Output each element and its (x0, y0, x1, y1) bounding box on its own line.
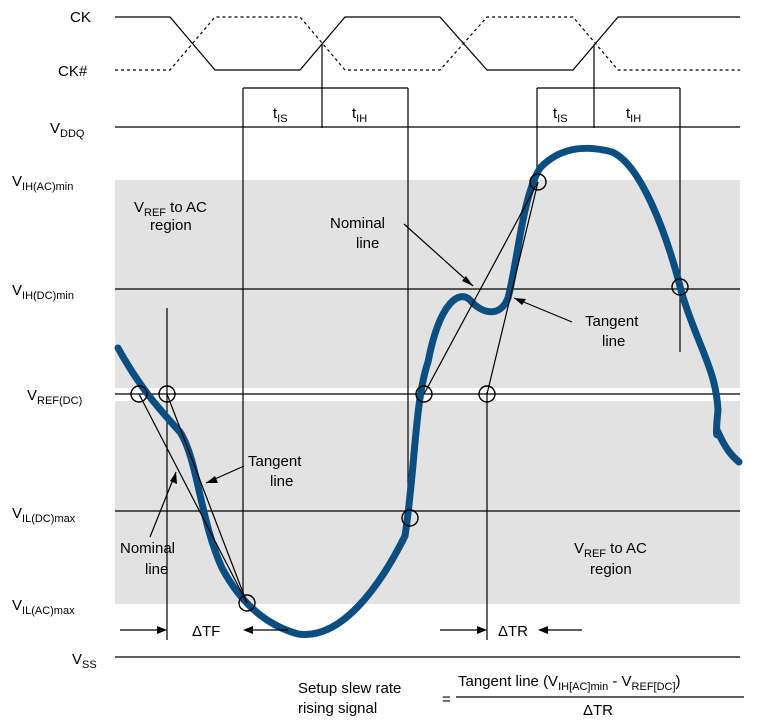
delta-tr-label: ΔTR (498, 623, 528, 640)
point-marker (529, 173, 547, 191)
vddq-label: VDDQ (50, 120, 85, 140)
tangent-lower-label-2: line (270, 473, 293, 490)
formula-lhs-line2: rising signal (298, 700, 377, 717)
arrowhead (243, 626, 253, 634)
delta-tf-label: ΔTF (192, 623, 220, 640)
vss-label: VSS (72, 651, 97, 671)
leader-nominal-lower (149, 471, 177, 538)
formula-equals: = (442, 691, 451, 708)
nominal-line-rising (423, 181, 539, 395)
region-lower-label: VREF to AC (574, 540, 647, 560)
tih-label-1: tIH (352, 105, 367, 125)
point-marker (478, 385, 496, 403)
nominal-upper-label-2: line (356, 235, 379, 252)
point-marker (238, 594, 256, 612)
vref-label: VREF(DC) (27, 387, 82, 407)
arrowhead (477, 626, 487, 634)
ck-bar-label: CK# (58, 63, 88, 80)
vref-to-ac-region-lower (115, 401, 740, 604)
arrowhead (157, 626, 167, 634)
point-marker (671, 278, 689, 296)
input-signal-waveform (114, 144, 743, 638)
vil-ac-label: VIL(AC)max (12, 597, 75, 617)
region-lower-label-2: region (590, 561, 632, 578)
point-marker (415, 385, 433, 403)
tis-label-2: tIS (553, 105, 568, 125)
nominal-lower-label: Nominal (120, 540, 175, 557)
arrowhead (514, 298, 526, 305)
ck-label: CK (70, 9, 91, 26)
arrowhead (462, 276, 473, 286)
region-upper-label-2: region (150, 217, 192, 234)
vil-dc-label: VIL(DC)max (12, 505, 76, 525)
formula-numerator: Tangent line (VIH[AC]min - VREF[DC]) (458, 673, 681, 693)
tangent-upper-label-2: line (602, 333, 625, 350)
formula-lhs-line1: Setup slew rate (298, 680, 401, 697)
tis-label-1: tIS (273, 105, 288, 125)
leader-nominal-upper (403, 223, 474, 287)
vih-ac-label: VIH(AC)min (12, 173, 73, 193)
point-marker (158, 385, 176, 403)
formula-denominator: ΔTR (583, 702, 613, 719)
tangent-lower-label: Tangent (248, 453, 302, 470)
nominal-upper-label: Nominal (330, 215, 385, 232)
arrowhead (538, 626, 548, 634)
nominal-line-falling (138, 393, 248, 604)
vih-dc-label: VIH(DC)min (12, 282, 74, 302)
arrowhead (170, 472, 177, 484)
region-upper-label: VREF to AC (134, 199, 207, 219)
ck-bar-waveform (115, 16, 740, 71)
nominal-lower-label-2: line (145, 561, 168, 578)
arrowhead (206, 476, 218, 483)
tih-label-2: tIH (626, 105, 641, 125)
tangent-line-rising (486, 181, 539, 395)
point-marker (130, 385, 148, 403)
point-marker (401, 509, 419, 527)
tangent-line-falling (166, 393, 248, 604)
tangent-upper-label: Tangent (585, 313, 639, 330)
